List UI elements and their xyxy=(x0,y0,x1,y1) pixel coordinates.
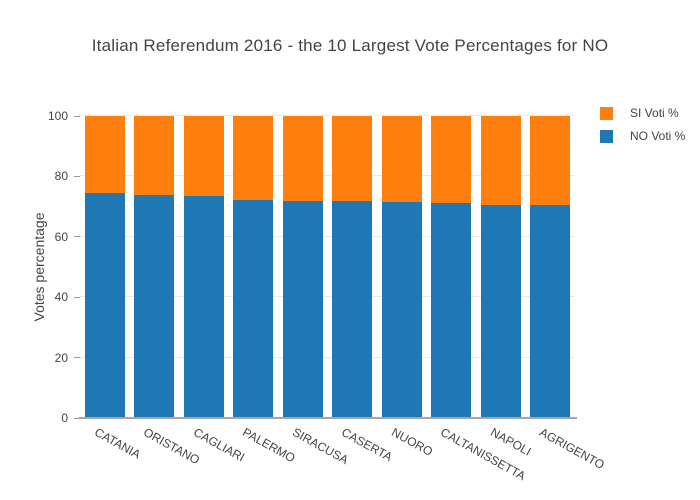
bar-segment-si-oristano xyxy=(134,116,175,195)
bar-slot-nuoro xyxy=(377,116,427,418)
x-tick-label-palermo: PALERMO xyxy=(240,425,298,466)
bar-segment-no-caltanissetta xyxy=(431,203,472,418)
bar-caserta xyxy=(332,116,373,418)
bar-agrigento xyxy=(530,116,571,418)
x-tick-label-caltanissetta: CALTANISSETTA xyxy=(438,425,529,484)
legend-color-swatch-no xyxy=(600,129,613,143)
bar-segment-si-siracusa xyxy=(282,116,323,201)
legend-label-no: NO Voti % xyxy=(630,129,686,143)
y-axis-ticks: 0 20 40 60 80 100 xyxy=(0,109,80,425)
bar-catania xyxy=(84,116,125,418)
gridline xyxy=(80,235,575,237)
bar-slot-agrigento xyxy=(526,116,576,418)
bar-cagliari xyxy=(183,116,224,418)
gridline xyxy=(80,356,575,358)
legend-item-no[interactable]: NO Voti % xyxy=(600,129,685,143)
bar-slot-napoli xyxy=(476,116,526,418)
bar-segment-no-agrigento xyxy=(530,204,571,418)
y-tick-label: 20 xyxy=(54,350,68,365)
x-axis-line xyxy=(79,417,577,419)
bar-segment-no-caserta xyxy=(332,201,373,418)
bar-slot-oristano xyxy=(130,116,180,418)
bar-slot-palermo xyxy=(229,116,279,418)
bar-segment-si-agrigento xyxy=(530,116,571,205)
bar-slot-catania xyxy=(80,116,130,418)
gridline xyxy=(80,175,575,177)
bar-nuoro xyxy=(381,116,422,418)
bar-segment-si-caserta xyxy=(332,116,373,202)
bar-slot-cagliari xyxy=(179,116,229,418)
bar-segment-si-napoli xyxy=(480,116,521,205)
bar-segment-no-siracusa xyxy=(282,200,323,418)
bar-caltanissetta xyxy=(431,116,472,418)
x-axis-labels: CATANIA ORISTANO CAGLIARI PALERMO SIRACUSA CA… xyxy=(80,418,607,498)
bar-segment-no-nuoro xyxy=(381,202,422,418)
bar-segment-si-caltanissetta xyxy=(431,116,472,204)
x-tick-label-nuoro: NUORO xyxy=(388,425,435,459)
gridline xyxy=(80,115,575,116)
y-tick-mark xyxy=(74,175,80,177)
y-tick-label: 100 xyxy=(47,109,68,123)
bar-oristano xyxy=(134,116,175,418)
bar-segment-no-cagliari xyxy=(183,196,224,418)
bar-segment-no-oristano xyxy=(134,194,175,418)
y-tick-label: 80 xyxy=(54,169,68,184)
bar-palermo xyxy=(233,116,274,418)
bar-segment-no-palermo xyxy=(233,199,274,418)
x-tick-label-agrigento: AGRIGENTO xyxy=(537,425,608,473)
plot-area xyxy=(80,115,575,418)
bars-layer xyxy=(80,116,575,418)
y-tick-label: 0 xyxy=(61,411,68,425)
legend-item-si[interactable]: SI Voti % xyxy=(600,106,685,120)
y-tick-mark xyxy=(74,296,80,298)
y-tick-label: 60 xyxy=(54,229,68,244)
y-tick-mark xyxy=(74,236,80,238)
bar-segment-si-cagliari xyxy=(183,116,224,197)
x-tick-label-catania: CATANIA xyxy=(91,425,143,462)
bar-napoli xyxy=(480,116,521,418)
gridline xyxy=(80,296,575,298)
y-tick-mark xyxy=(74,115,80,117)
gridlines-layer xyxy=(80,115,575,418)
legend-label-si: SI Voti % xyxy=(630,106,679,120)
bar-segment-si-palermo xyxy=(233,116,274,200)
y-tick-label: 40 xyxy=(54,290,68,305)
bar-segment-si-catania xyxy=(84,116,125,194)
bar-slot-caltanissetta xyxy=(427,116,477,418)
y-tick-mark xyxy=(74,417,80,419)
chart-title: Italian Referendum 2016 - the 10 Largest… xyxy=(91,36,609,55)
legend: SI Voti % NO Voti % xyxy=(600,106,685,152)
bar-slot-siracusa xyxy=(278,116,328,418)
bar-slot-caserta xyxy=(328,116,378,418)
bar-siracusa xyxy=(282,116,323,418)
bar-segment-no-catania xyxy=(84,193,125,418)
legend-color-swatch-si xyxy=(600,106,613,120)
bar-segment-si-nuoro xyxy=(381,116,422,203)
y-tick-mark xyxy=(74,357,80,359)
bar-segment-no-napoli xyxy=(480,204,521,418)
